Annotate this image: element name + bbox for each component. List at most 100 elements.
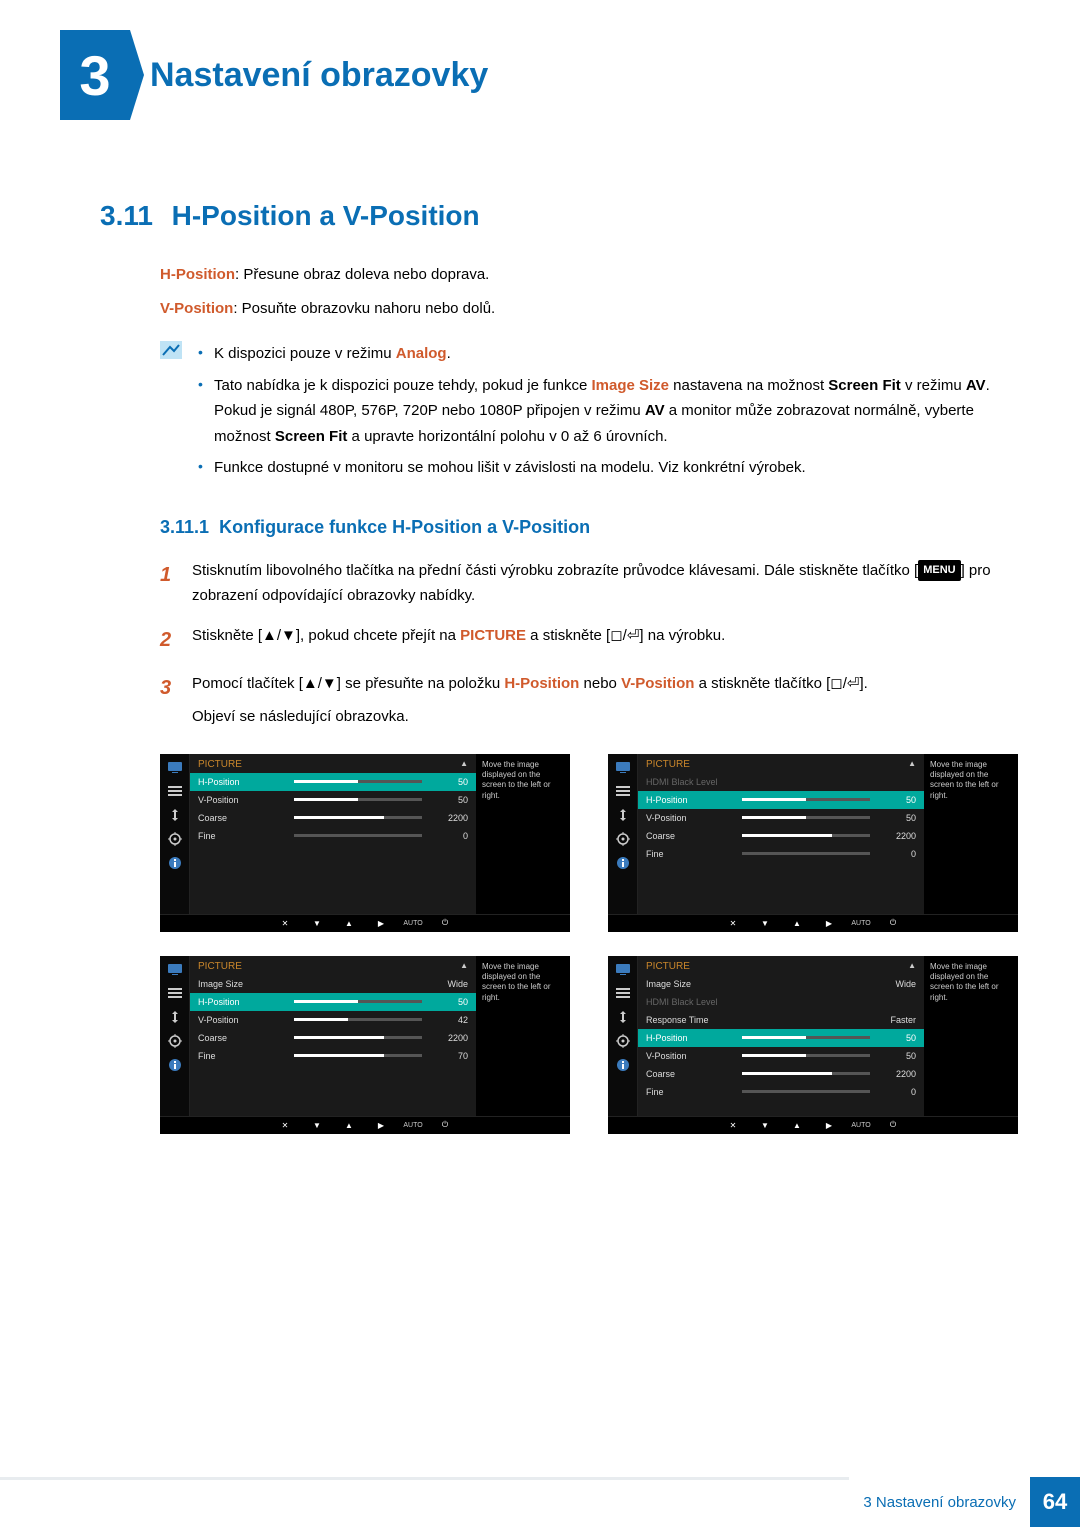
osd-description: Move the image displayed on the screen t… [924, 754, 1018, 914]
osd-description: Move the image displayed on the screen t… [924, 956, 1018, 1116]
osd-row-value: 2200 [428, 813, 468, 823]
osd-footer-button: ✕ [726, 918, 740, 928]
osd-row: Image SizeWide [198, 975, 468, 993]
osd-panel: PICTURE▲HDMI Black LevelH-Position50V-Po… [608, 754, 1018, 932]
osd-row: Fine0 [646, 1083, 916, 1101]
osd-content: PICTURE▲HDMI Black LevelH-Position50V-Po… [638, 754, 924, 914]
osd-row-label: V-Position [646, 813, 736, 823]
osd-sidebar-icon [614, 784, 632, 798]
osd-row-value: 42 [428, 1015, 468, 1025]
osd-row: H-Position 50 [638, 1029, 924, 1047]
osd-row-value: 50 [876, 813, 916, 823]
osd-heading: PICTURE▲ [190, 754, 476, 773]
osd-row: V-Position50 [198, 791, 468, 809]
osd-row-label: HDMI Black Level [646, 777, 736, 787]
osd-row: Fine 0 [198, 827, 468, 845]
note-list: K dispozici pouze v režimu Analog. Tato … [198, 341, 1020, 487]
osd-row: V-Position 50 [646, 809, 916, 827]
osd-row-label: H-Position [198, 777, 288, 787]
osd-row-label: V-Position [198, 795, 288, 805]
osd-row-label: Coarse [198, 813, 288, 823]
osd-footer-button: ✕ [278, 918, 292, 928]
step-number: 2 [160, 623, 178, 657]
osd-row-label: Coarse [646, 831, 736, 841]
osd-sidebar-icon [166, 1034, 184, 1048]
osd-sidebar-icon [614, 1034, 632, 1048]
osd-footer: ✕▼▲▶AUTO⏻ [160, 1116, 570, 1134]
osd-row-value: 50 [428, 997, 468, 1007]
osd-content: PICTURE▲H-Position50V-Position50Coarse22… [190, 754, 476, 914]
osd-sidebar-icon [614, 832, 632, 846]
osd-row-value: 50 [876, 795, 916, 805]
osd-row-label: H-Position [646, 795, 736, 805]
vposition-label: V-Position [160, 300, 233, 317]
osd-row: HDMI Black Level [646, 773, 916, 791]
osd-sidebar-icon [166, 832, 184, 846]
osd-row: Image SizeWide [646, 975, 916, 993]
subsection-number: 3.11.1 [160, 517, 209, 537]
osd-footer-button: ✕ [278, 1120, 292, 1130]
osd-sidebar-icon [166, 808, 184, 822]
chapter-header: 3 Nastavení obrazovky [60, 30, 1020, 120]
osd-sidebar-icon [166, 1058, 184, 1072]
osd-row-value: 0 [428, 831, 468, 841]
osd-panel: PICTURE▲H-Position50V-Position50Coarse22… [160, 754, 570, 932]
osd-row: Coarse 2200 [646, 827, 916, 845]
osd-footer-button: ▼ [758, 918, 772, 928]
step-item: 1 Stisknutím libovolného tlačítka na pře… [160, 558, 1020, 609]
osd-screenshot-grid: PICTURE▲ H-Position 50 V-Position 50 Coarse 22… [160, 754, 1020, 1134]
note-item: Tato nabídka je k dispozici pouze tehdy,… [198, 373, 1020, 450]
osd-footer-button: ▼ [758, 1120, 772, 1130]
osd-footer-button: ⏻ [886, 918, 900, 928]
osd-row-value: Wide [876, 979, 916, 989]
osd-row: Fine70 [198, 1047, 468, 1065]
osd-sidebar [608, 956, 638, 1116]
osd-sidebar [160, 754, 190, 914]
osd-footer-button: ▲ [342, 1120, 356, 1130]
osd-row-label: H-Position [646, 1033, 736, 1043]
chapter-number-badge: 3 [60, 30, 130, 120]
osd-row-label: Response Time [646, 1015, 736, 1025]
intro-hposition: H-Position: Přesune obraz doleva nebo do… [160, 262, 1020, 288]
osd-row: HDMI Black Level [646, 993, 916, 1011]
section-number: 3.11 [100, 200, 153, 231]
osd-row: Coarse2200 [646, 1065, 916, 1083]
osd-row: Response TimeFaster [646, 1011, 916, 1029]
osd-footer: ✕▼▲▶AUTO⏻ [160, 914, 570, 932]
osd-row-value: 2200 [876, 831, 916, 841]
osd-sidebar-icon [614, 962, 632, 976]
osd-footer-button: ▶ [374, 918, 388, 928]
osd-footer-button: AUTO [406, 1120, 420, 1130]
osd-row-label: Coarse [198, 1033, 288, 1043]
section-title: H-Position a V-Position [172, 200, 480, 231]
chapter-title: Nastavení obrazovky [150, 56, 488, 95]
osd-row-label: Fine [198, 831, 288, 841]
hposition-label: H-Position [160, 266, 235, 283]
osd-footer-button: ▲ [790, 918, 804, 928]
osd-sidebar-icon [614, 856, 632, 870]
osd-description: Move the image displayed on the screen t… [476, 956, 570, 1116]
intro-vposition: V-Position: Posuňte obrazovku nahoru neb… [160, 296, 1020, 322]
osd-row-label: H-Position [198, 997, 288, 1007]
step-item: 3 Pomocí tlačítek [▲/▼] se přesuňte na p… [160, 671, 1020, 730]
osd-heading: PICTURE▲ [190, 956, 476, 975]
osd-sidebar-icon [166, 784, 184, 798]
osd-row-label: Fine [646, 1087, 736, 1097]
osd-sidebar-icon [166, 856, 184, 870]
osd-sidebar-icon [166, 1010, 184, 1024]
osd-heading: PICTURE▲ [638, 956, 924, 975]
step-number: 3 [160, 671, 178, 730]
osd-footer: ✕▼▲▶AUTO⏻ [608, 1116, 1018, 1134]
steps-list: 1 Stisknutím libovolného tlačítka na pře… [160, 558, 1020, 730]
osd-sidebar-icon [166, 760, 184, 774]
osd-row-value: 50 [876, 1033, 916, 1043]
subsection-heading: 3.11.1 Konfigurace funkce H-Position a V… [160, 517, 1020, 538]
osd-panel: PICTURE▲Image SizeWideH-Position50V-Posi… [160, 956, 570, 1134]
osd-footer-button: ⏻ [438, 918, 452, 928]
osd-row-value: 50 [876, 1051, 916, 1061]
osd-content: PICTURE▲Image SizeWideH-Position50V-Posi… [190, 956, 476, 1116]
menu-button-label: MENU [918, 560, 960, 581]
osd-row: H-Position 50 [638, 791, 924, 809]
osd-footer-button: ⏻ [886, 1120, 900, 1130]
osd-footer: ✕▼▲▶AUTO⏻ [608, 914, 1018, 932]
